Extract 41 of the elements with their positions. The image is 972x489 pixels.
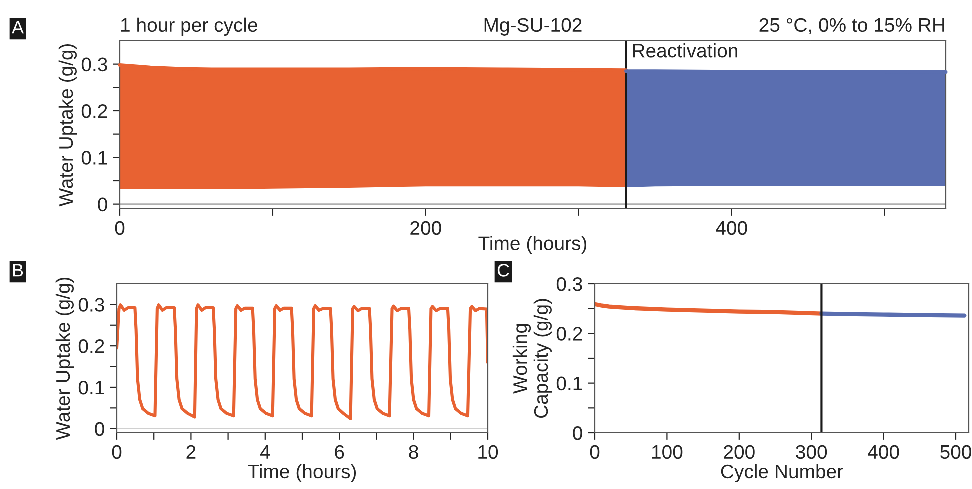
x-axis-title: Time (hours) (248, 464, 356, 482)
y-axis-title: Working Capacity (g/g) (512, 299, 552, 418)
x-tick-label: 300 (796, 445, 828, 460)
x-tick-label: 4 (260, 446, 270, 459)
y-tick-label: 0.1 (78, 380, 104, 395)
x-tick-label: 2 (186, 445, 196, 459)
y-tick-label: 0.1 (82, 151, 108, 165)
y-tick-label: 0.2 (78, 340, 104, 354)
x-tick-label: 6 (335, 445, 344, 460)
ref-line-label: Reactivation (633, 44, 738, 58)
text: 25 °C, 0% to 15% RH (760, 18, 944, 34)
y-axis-title: Water Uptake (g/g) (56, 278, 74, 440)
text: 1 hour per cycle (121, 18, 258, 36)
text: A (12, 21, 24, 34)
x-tick-label: 0 (115, 221, 125, 236)
x-axis-title: Time (hours) (478, 236, 587, 254)
y-tick-label: 0.3 (82, 58, 108, 72)
y-tick-label: 0.2 (82, 104, 108, 118)
x-tick-label: 8 (409, 445, 418, 460)
x-tick-label: 0 (590, 445, 600, 460)
x-tick-label: 200 (724, 445, 755, 460)
x-axis-title: Cycle Number (721, 464, 844, 482)
text: C (498, 264, 510, 277)
x-tick-label: 10 (478, 445, 498, 460)
y-tick-label: 0 (95, 422, 104, 436)
chart-title: Mg-SU-102 (484, 18, 582, 36)
x-tick-label: 200 (410, 221, 442, 236)
text: B (13, 264, 24, 277)
y-tick-label: 0 (573, 426, 582, 440)
y-tick-label: 0 (98, 198, 108, 212)
x-tick-label: 100 (652, 445, 683, 460)
y-tick-label: 0.2 (556, 327, 582, 341)
y-tick-label: 0.3 (78, 298, 104, 312)
x-tick-label: 400 (716, 221, 748, 236)
y-tick-label: 0.1 (556, 376, 582, 391)
y-axis-title: Water Uptake (g/g) (58, 44, 77, 207)
x-tick-label: 400 (868, 445, 900, 460)
x-tick-label: 0 (112, 445, 122, 460)
y-tick-label: 0.3 (556, 277, 582, 292)
x-tick-label: 500 (940, 445, 972, 460)
line-series (117, 304, 488, 420)
